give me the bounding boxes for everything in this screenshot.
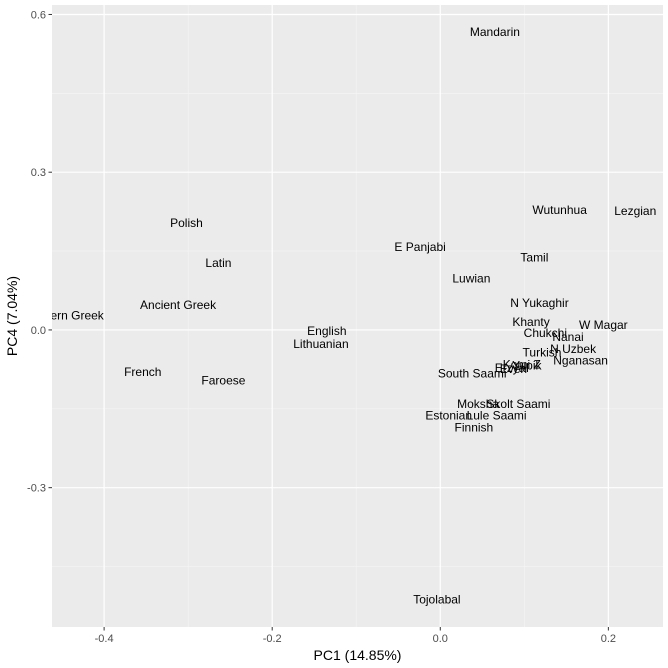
y-axis-tick-label: 0.6 — [31, 9, 46, 21]
point-label: Turkish — [523, 346, 562, 360]
point-label: Khanty — [512, 315, 549, 329]
x-axis-title: PC1 (14.85%) — [314, 647, 402, 663]
point-label: Chukchi — [524, 326, 567, 340]
point-label: N Yukaghir — [510, 296, 568, 310]
point-label: Mandarin — [470, 25, 520, 39]
x-axis-tick-label: 0.0 — [433, 633, 448, 645]
point-label: Wutunhua — [532, 203, 587, 217]
point-label: Lezgian — [614, 204, 656, 218]
plot-panel — [52, 5, 663, 627]
y-axis: -0.3 0.0 0.3 0.6 — [27, 9, 52, 495]
point-label: Ancient Greek — [140, 298, 217, 312]
point-label: Estonian — [425, 409, 472, 423]
point-label: English — [307, 324, 346, 338]
point-label: Polish — [170, 216, 203, 230]
point-label: Even — [500, 362, 527, 376]
x-axis-tick-label: 0.2 — [601, 633, 616, 645]
point-label: Erzya — [495, 361, 526, 375]
grid-minor — [52, 5, 663, 627]
point-label: Yupik — [512, 359, 542, 373]
point-label: N Uzbek — [550, 342, 597, 356]
y-axis-tick-label: 0.3 — [31, 167, 46, 179]
point-label: Lule Saami — [467, 409, 527, 423]
point-label: Finnish — [455, 421, 494, 435]
point-label: Tojolabal — [413, 593, 460, 607]
y-axis-tick-label: 0.0 — [31, 325, 46, 337]
grid-major — [52, 5, 663, 627]
y-axis-title: PC4 (7.04%) — [4, 276, 20, 356]
point-label: Luwian — [452, 271, 490, 285]
point-label: W Magar — [579, 318, 628, 332]
point-label: French — [124, 365, 161, 379]
point-label: Moksha — [457, 397, 499, 411]
x-axis: -0.4 -0.2 0.0 0.2 — [95, 627, 616, 645]
point-label: Tamil — [520, 250, 548, 264]
point-label: Faroese — [201, 373, 245, 387]
y-axis-tick-label: -0.3 — [27, 483, 46, 495]
x-axis-tick-label: -0.4 — [95, 633, 114, 645]
point-label: Komi Z — [503, 358, 541, 372]
point-label: South Saami — [438, 367, 507, 381]
point-label: Latin — [205, 256, 231, 270]
point-label: E Panjabi — [394, 240, 445, 254]
point-label: Nanai — [552, 330, 583, 344]
point-labels: Mandarin Wutunhua Lezgian Polish E Panjabi La… — [27, 25, 656, 607]
x-axis-tick-label: -0.2 — [263, 633, 282, 645]
point-label: Lithuanian — [293, 337, 348, 351]
point-label: Skolt Saami — [486, 397, 550, 411]
point-label: Modern Greek — [27, 309, 105, 323]
point-label: Nganasan — [553, 353, 608, 367]
